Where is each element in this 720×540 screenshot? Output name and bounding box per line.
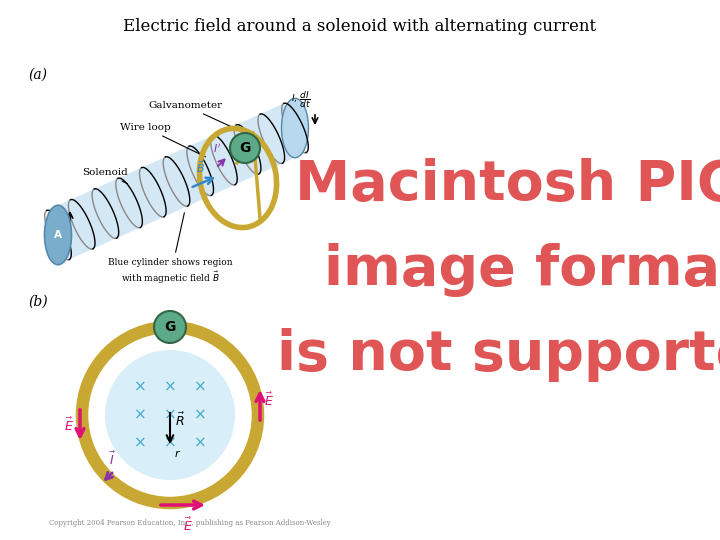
Circle shape (154, 311, 186, 343)
Text: $I,\,\dfrac{dI}{dt}$: $I,\,\dfrac{dI}{dt}$ (291, 89, 311, 110)
Text: ×: × (134, 408, 146, 422)
Text: G: G (164, 320, 176, 334)
Text: $\vec{E}$: $\vec{E}$ (64, 416, 74, 434)
Text: (a): (a) (28, 68, 47, 82)
Polygon shape (47, 103, 306, 260)
Text: ×: × (163, 435, 176, 450)
Ellipse shape (45, 205, 71, 265)
Text: Wire loop: Wire loop (120, 123, 205, 157)
Ellipse shape (282, 98, 308, 158)
Text: Blue cylinder shows region
with magnetic field $\vec{B}$: Blue cylinder shows region with magnetic… (108, 258, 233, 286)
Text: $\vec{B}$: $\vec{B}$ (196, 159, 204, 175)
Circle shape (105, 350, 235, 480)
Text: ×: × (134, 380, 146, 395)
Text: Macintosh PICT: Macintosh PICT (294, 158, 720, 212)
Text: ×: × (194, 435, 207, 450)
Text: image format: image format (324, 243, 720, 297)
Text: Galvanometer: Galvanometer (148, 101, 243, 132)
Text: $r$: $r$ (174, 448, 181, 459)
Text: $\vec{E}$: $\vec{E}$ (264, 392, 274, 409)
Text: ×: × (194, 380, 207, 395)
Text: G: G (239, 141, 251, 155)
Text: $I,\,\dfrac{dI}{dt}$: $I,\,\dfrac{dI}{dt}$ (47, 227, 67, 248)
Text: ×: × (134, 435, 146, 450)
Circle shape (230, 133, 260, 163)
Text: $\vec{I}$: $\vec{I}$ (109, 451, 117, 468)
Text: is not supported: is not supported (277, 328, 720, 382)
Text: ×: × (163, 408, 176, 422)
Text: $I'$: $I'$ (213, 143, 221, 156)
Text: A: A (54, 230, 62, 240)
Text: Copyright 2004 Pearson Education, Inc., publishing as Pearson Addison-Wesley: Copyright 2004 Pearson Education, Inc., … (49, 519, 331, 527)
Text: Solenoid: Solenoid (82, 168, 128, 184)
Text: $\vec{R}$: $\vec{R}$ (175, 411, 185, 429)
Text: ×: × (194, 408, 207, 422)
Text: ×: × (163, 380, 176, 395)
Text: $\vec{E}$: $\vec{E}$ (183, 517, 193, 534)
Text: Electric field around a solenoid with alternating current: Electric field around a solenoid with al… (123, 18, 597, 35)
Text: (b): (b) (28, 295, 48, 309)
